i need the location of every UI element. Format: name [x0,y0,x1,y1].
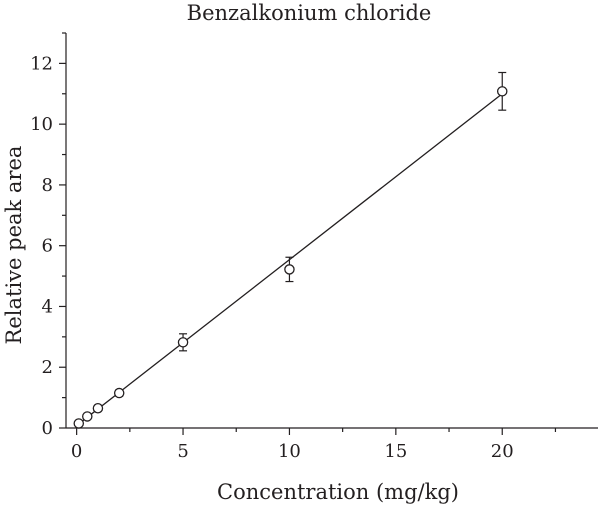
chart-title: Benzalkonium chloride [187,1,432,25]
x-axis-label: Concentration (mg/kg) [217,480,459,504]
data-point [496,86,508,97]
x-tick-label: 15 [384,441,407,462]
x-tick-label: 5 [177,441,188,462]
data-point [284,264,295,275]
x-tick-label: 10 [278,441,301,462]
x-tick-label: 20 [491,441,514,462]
y-tick-label: 0 [42,418,53,439]
data-point [177,337,189,348]
y-tick-label: 4 [42,296,53,317]
axes: 0 5 10 15 20 0 2 4 6 8 10 12 [30,32,598,462]
y-tick-label: 2 [42,357,53,378]
x-tick-label: 0 [71,441,82,462]
y-tick-label: 10 [30,114,53,135]
data-point [113,387,125,399]
y-axis-label: Relative peak area [2,146,26,345]
data-points [73,71,508,429]
y-tick-label: 8 [42,175,53,196]
data-point [92,402,104,414]
data-point [82,411,93,422]
data-point [73,418,85,429]
y-tick-label: 6 [42,236,53,257]
y-tick-label: 12 [30,53,53,74]
